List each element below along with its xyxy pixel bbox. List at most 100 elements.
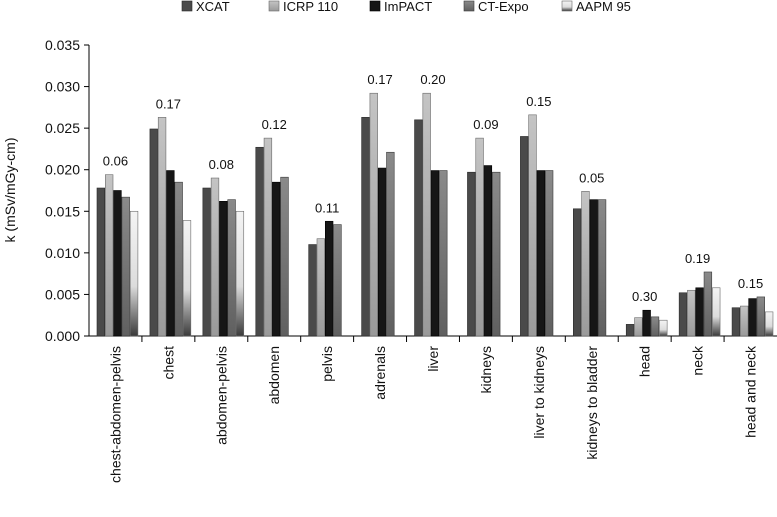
bar-impact [377,167,387,337]
y-tick-label: 0.000 [45,328,80,344]
bar-icrp-110 [422,92,431,337]
y-tick-label: 0.035 [45,37,80,53]
y-tick-label: 0.020 [45,162,80,178]
category-label: head and neck [743,345,759,438]
legend-label: ImPACT [384,0,432,14]
bar-xcat [678,292,688,337]
y-tick-label: 0.010 [45,245,80,261]
bar-ct-expo [650,316,660,337]
bar-xcat [308,244,317,337]
bar-xcat [520,136,529,337]
legend-label: XCAT [196,0,230,14]
ratio-annotation: 0.17 [156,96,181,111]
bar-icrp-110 [105,174,114,337]
bar-impact [748,298,757,337]
bar-xcat [467,171,476,337]
category-label: kidneys [478,346,494,393]
bar-ct-expo [174,181,183,337]
bar-impact [166,170,175,337]
ratio-annotation: 0.17 [367,72,392,87]
ratio-annotation: 0.11 [315,200,339,215]
legend-label: ICRP 110 [283,0,338,14]
y-tick-label: 0.015 [45,203,80,219]
bar-ct-expo [756,296,765,337]
bar-ct-expo [439,170,448,337]
category-label: pelvis [319,346,335,382]
y-tick-label: 0.025 [45,120,80,136]
category-label: adrenals [372,346,388,400]
bar-impact [219,201,228,337]
ratio-annotation: 0.30 [632,289,657,304]
ratio-annotation: 0.20 [420,72,445,87]
bar-aapm-95 [659,319,668,337]
bar-xcat [573,208,582,337]
category-label: liver [425,346,441,372]
category-label: chest [160,346,176,380]
bar-ct-expo [121,196,130,337]
bar-xcat [414,119,423,337]
bar-icrp-110 [528,114,537,337]
y-tick-label: 0.030 [45,79,80,95]
bar-icrp-110 [634,317,643,337]
bar-impact [536,170,545,337]
bar-impact [113,190,122,337]
bar-aapm-95 [129,210,139,337]
plot-area: 0.000 0.005 0.010 0.015 0.020 0.025 0.030 0.035… [45,37,777,483]
bar-icrp-110 [687,289,696,337]
legend-swatch [369,0,381,12]
category-label: liver to kidneys [531,346,547,439]
bar-aapm-95 [182,220,192,337]
category-label: chest-abdomen-pelvis [107,346,123,483]
legend-swatch [268,0,280,12]
bar-impact [430,170,440,337]
bar-icrp-110 [263,137,273,337]
ratio-annotation: 0.15 [738,276,763,291]
bar-xcat [96,187,105,337]
bar-ct-expo [386,151,395,337]
legend-swatch [181,0,193,12]
ratio-annotation: 0.15 [526,94,551,109]
bar-ct-expo [544,170,554,337]
bar-icrp-110 [210,177,220,337]
category-label: kidneys to bladder [584,346,600,460]
bar-xcat [731,307,741,337]
bar-ct-expo [280,176,289,337]
bar-icrp-110 [157,117,167,337]
bar-aapm-95 [764,311,774,337]
bar-impact [642,309,651,337]
bar-aapm-95 [712,287,721,337]
ratio-annotation: 0.06 [103,154,128,169]
category-label: abdomen-pelvis [213,346,229,445]
bar-xcat [202,187,211,337]
category-label: neck [690,345,706,376]
ratio-annotation: 0.08 [209,157,234,172]
legend-label: CT-Expo [478,0,529,14]
bar-ct-expo [492,171,501,337]
bar-xcat [255,146,264,337]
bar-impact [589,199,598,337]
bar-ct-expo [597,199,607,337]
bar-icrp-110 [316,238,325,337]
ratio-annotation: 0.05 [579,170,604,185]
y-tick-label: 0.005 [45,286,80,302]
bar-icrp-110 [369,92,378,337]
ratio-annotation: 0.19 [685,251,710,266]
legend-swatch [463,0,475,12]
bar-ct-expo [227,199,236,337]
bar-impact [324,220,334,337]
chart-legend: XCAT ICRP 110 ImPACT CT-Expo AAPM 95 [181,0,631,14]
bar-xcat [361,117,370,337]
y-axis-title: k (mSv/mGy-cm) [2,138,18,243]
legend-swatch [561,0,573,12]
bar-impact [483,165,493,337]
bar-icrp-110 [475,137,484,337]
legend-label: AAPM 95 [576,0,631,14]
bar-impact [695,287,704,337]
bar-aapm-95 [235,210,245,337]
bar-xcat [625,324,635,337]
bar-icrp-110 [581,191,590,337]
bar-xcat [149,128,158,337]
bar-ct-expo [333,224,342,337]
category-label: head [637,346,653,377]
